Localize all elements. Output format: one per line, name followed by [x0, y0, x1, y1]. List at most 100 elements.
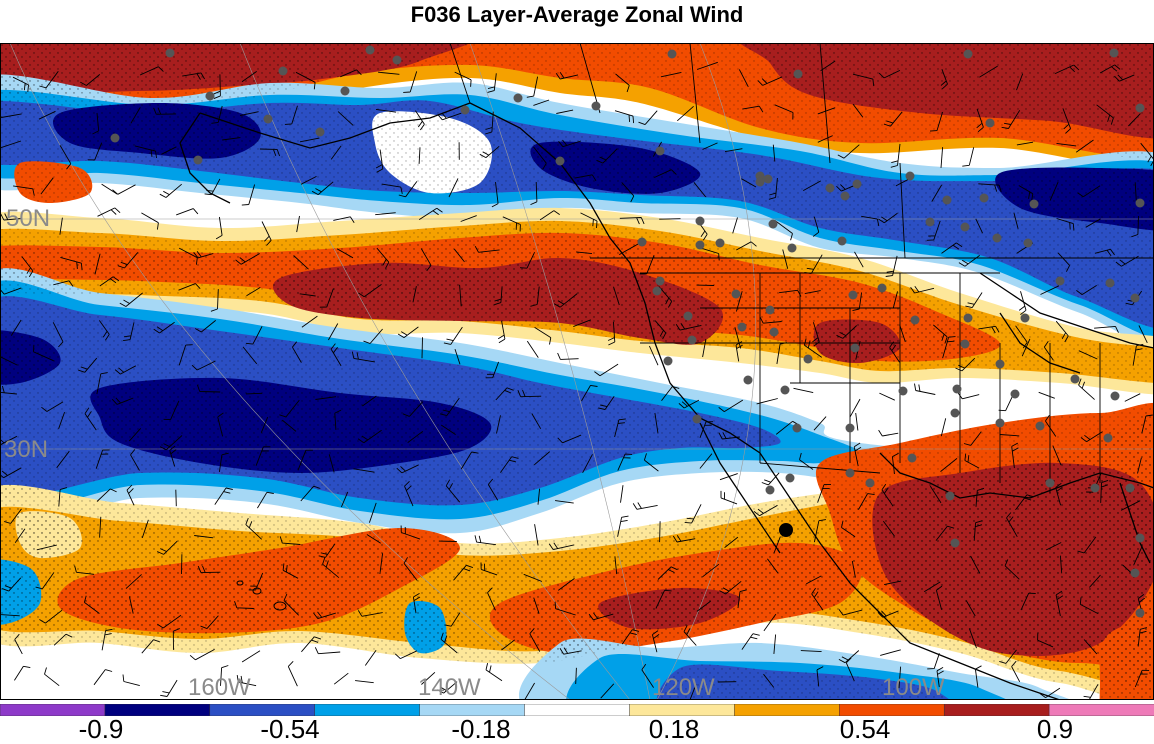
station-dot: [906, 172, 915, 181]
station-dot: [656, 147, 665, 156]
colorbar-swatch: [525, 704, 630, 716]
station-dot: [926, 218, 935, 227]
station-dot: [206, 92, 215, 101]
station-dot: [316, 128, 325, 137]
lon-label-160w: 160W: [188, 674, 251, 700]
station-dot: [393, 56, 402, 65]
wind-barb: [422, 337, 423, 358]
station-dot: [980, 194, 989, 203]
station-dot: [766, 306, 775, 315]
station-dot: [653, 287, 662, 296]
station-dot: [849, 291, 858, 300]
colorbar-label: 0.18: [649, 716, 700, 743]
station-dot: [908, 454, 917, 463]
station-dot: [1091, 484, 1100, 493]
station-dot: [853, 180, 862, 189]
lat-label-50n: 50N: [6, 205, 50, 232]
station-dot: [716, 239, 725, 248]
highlighted-station-dot: [779, 523, 793, 537]
station-dot: [1136, 534, 1145, 543]
station-dot: [684, 312, 693, 321]
station-dot: [764, 175, 773, 184]
zonal-wind-map: 50N 30N 160W 140W 120W 100W: [0, 43, 1154, 700]
station-dot: [111, 134, 120, 143]
station-dot: [770, 328, 779, 337]
station-dot: [851, 344, 860, 353]
colorbar-labels: -0.9 -0.54 -0.18 0.18 0.54 0.9: [0, 716, 1154, 743]
station-dot: [1021, 314, 1030, 323]
station-dot: [846, 469, 855, 478]
station-dot: [986, 119, 995, 128]
station-dot: [964, 314, 973, 323]
station-dot: [996, 360, 1005, 369]
station-dot: [961, 223, 970, 232]
station-dot: [951, 539, 960, 548]
station-dot: [341, 87, 350, 96]
station-dot: [592, 102, 601, 111]
station-dot: [993, 234, 1002, 243]
wind-barb: [176, 490, 177, 507]
station-dot: [878, 284, 887, 293]
station-dot: [793, 424, 802, 433]
colorbar-swatch: [944, 704, 1049, 716]
station-dot: [279, 67, 288, 76]
station-dot: [1111, 392, 1120, 401]
station-dot: [804, 355, 813, 364]
station-dot: [264, 115, 273, 124]
station-dot: [1136, 199, 1145, 208]
station-dot: [1104, 434, 1113, 443]
wind-barb: [659, 219, 680, 220]
station-dot: [696, 241, 705, 250]
station-dot: [738, 323, 747, 332]
wind-barb: [246, 393, 262, 394]
station-dot: [781, 386, 790, 395]
colorbar-label: -0.18: [451, 716, 510, 743]
station-dot: [996, 419, 1005, 428]
station-dot: [664, 357, 673, 366]
station-dot: [366, 46, 375, 55]
station-dot: [514, 94, 523, 103]
station-dot: [693, 415, 702, 424]
station-dot: [1036, 422, 1045, 431]
station-dot: [744, 376, 753, 385]
station-dot: [866, 479, 875, 488]
station-dot: [1030, 200, 1039, 209]
station-dot: [841, 192, 850, 201]
station-dot: [756, 178, 765, 187]
station-dot: [964, 50, 973, 59]
wind-barb: [660, 521, 661, 542]
station-dot: [788, 244, 797, 253]
station-dot: [953, 385, 962, 394]
station-dot: [846, 424, 855, 433]
colorbar-label: 0.54: [840, 716, 891, 743]
station-dot: [461, 106, 470, 115]
station-dot: [194, 156, 203, 165]
station-dot: [786, 474, 795, 483]
station-dot: [943, 196, 952, 205]
colorbar-label: -0.54: [260, 716, 319, 743]
station-dot: [1056, 277, 1065, 286]
map-panel: 50N 30N 160W 140W 120W 100W: [0, 43, 1154, 700]
colorbar-swatch: [315, 704, 420, 716]
map-title: F036 Layer-Average Zonal Wind: [0, 0, 1154, 30]
lon-label-100w: 100W: [882, 674, 945, 700]
station-dot: [826, 184, 835, 193]
lat-label-30n: 30N: [4, 436, 48, 463]
station-dot: [1106, 279, 1115, 288]
station-dot: [638, 238, 647, 247]
colorbar-swatch: [734, 704, 839, 716]
station-dot: [732, 290, 741, 299]
colorbar: [0, 704, 1154, 716]
station-dot: [1126, 484, 1135, 493]
station-dot: [1011, 390, 1020, 399]
station-dot: [961, 340, 970, 349]
station-dot: [911, 316, 920, 325]
station-dot: [166, 49, 175, 58]
station-dot: [838, 237, 847, 246]
lon-label-140w: 140W: [418, 674, 481, 700]
station-dot: [769, 220, 778, 229]
station-dot: [1110, 49, 1119, 58]
station-dot: [556, 157, 565, 166]
station-dot: [766, 486, 775, 495]
station-dot: [1071, 375, 1080, 384]
